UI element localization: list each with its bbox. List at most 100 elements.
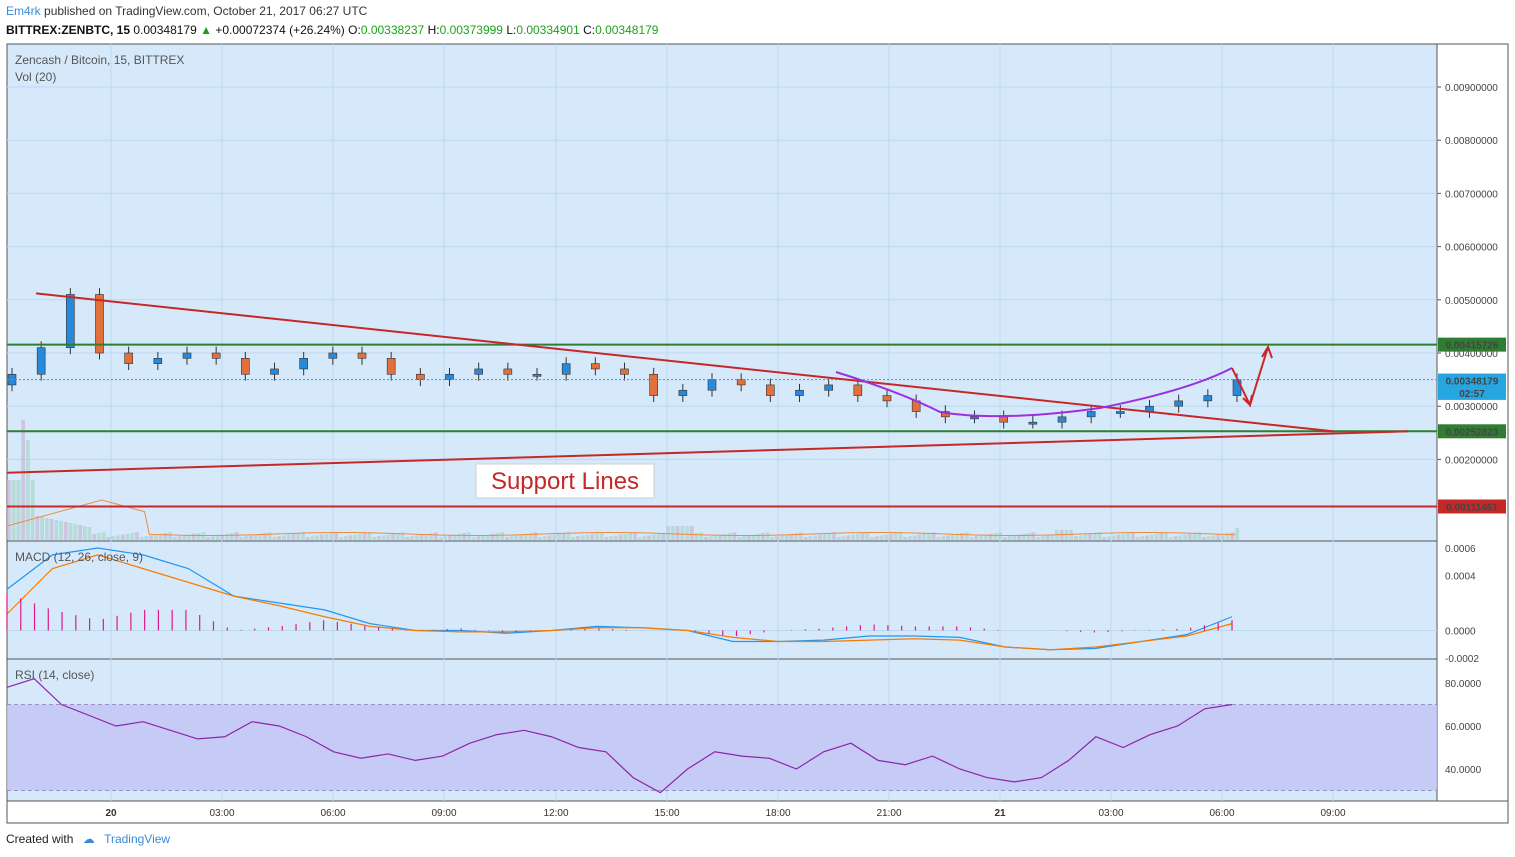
volume-bar	[471, 537, 476, 540]
author-link[interactable]: Em4rk	[6, 4, 41, 18]
high-value: 0.00373999	[439, 23, 503, 37]
time-tick-label: 21	[994, 808, 1006, 819]
volume-bar	[191, 533, 196, 540]
volume-bar	[319, 534, 324, 540]
volume-bar	[367, 532, 372, 540]
volume-bar	[429, 533, 433, 540]
volume-bar	[258, 533, 263, 540]
volume-bar	[1187, 533, 1192, 540]
volume-bar	[187, 534, 192, 540]
volume-bar	[229, 533, 234, 540]
candle-body	[736, 379, 746, 386]
close-value: 0.00348179	[595, 23, 659, 37]
candle-body	[211, 352, 221, 359]
price-tick-label: 0.00700000	[1445, 189, 1498, 200]
volume-bar	[291, 533, 296, 540]
volume-bar	[1159, 533, 1164, 540]
volume-bar	[11, 480, 16, 540]
volume-bar	[798, 532, 803, 540]
volume-bar	[343, 536, 348, 540]
volume-bar	[689, 526, 694, 540]
volume-bar	[305, 537, 310, 540]
volume-bar	[234, 532, 239, 540]
volume-bar	[609, 536, 614, 540]
volume-bar	[860, 533, 865, 540]
volume-ma-line	[6, 499, 1236, 537]
curve-projection-line	[835, 367, 1233, 418]
volume-bar	[220, 534, 225, 540]
price-label-badge	[1438, 385, 1506, 400]
rsi-title: RSI (14, close)	[15, 668, 94, 682]
volume-bar	[699, 532, 704, 540]
volume-bar	[514, 535, 519, 540]
volume-bar	[338, 537, 343, 540]
volume-bar	[225, 533, 229, 540]
volume-bar	[647, 535, 652, 540]
volume-bar	[931, 532, 936, 540]
volume-bar	[452, 534, 457, 540]
candle-body	[1116, 411, 1125, 414]
volume-bar	[253, 534, 258, 540]
candle-body	[124, 352, 133, 364]
volume-bar	[504, 537, 509, 540]
volume-bar	[210, 536, 215, 540]
volume-bar	[1116, 534, 1121, 540]
volume-bar	[590, 533, 595, 540]
candle-body	[153, 358, 163, 364]
time-axis[interactable]	[6, 800, 1509, 824]
price-tick-label: 0.00600000	[1445, 243, 1498, 254]
volume-bar	[1074, 536, 1078, 540]
tradingview-logo-icon[interactable]: ☁	[82, 832, 95, 846]
volume-bar	[1183, 534, 1187, 540]
volume-bar	[761, 533, 765, 540]
volume-bar	[49, 519, 54, 540]
volume-bar	[1168, 537, 1173, 540]
volume-bar	[154, 534, 158, 540]
volume-bar	[1197, 532, 1202, 540]
volume-bar	[656, 533, 661, 540]
volume-bar	[139, 537, 144, 540]
volume-bar	[395, 533, 400, 540]
volume-bar	[144, 536, 149, 540]
candle-body	[299, 358, 308, 370]
support-lines-annotation[interactable]: Support Lines	[475, 463, 655, 499]
volume-bar	[628, 533, 633, 540]
candle-body	[795, 389, 804, 396]
rsi-tick-label: 40.0000	[1445, 765, 1482, 776]
volume-bar	[542, 536, 547, 540]
volume-bar	[177, 536, 182, 540]
volume-bar	[1230, 532, 1235, 540]
volume-bar	[519, 534, 523, 540]
time-tick-label: 09:00	[1320, 808, 1345, 819]
candle-body	[970, 416, 979, 420]
volume-bar	[718, 534, 723, 540]
main-pane[interactable]	[6, 43, 1438, 542]
low-value: 0.00334901	[516, 23, 580, 37]
tradingview-brand[interactable]: TradingView	[104, 832, 171, 846]
created-with-label: Created with	[6, 832, 74, 846]
candle-body	[561, 363, 571, 375]
volume-bar	[201, 532, 206, 540]
volume-bar	[879, 535, 884, 540]
volume-bar	[817, 534, 822, 540]
candle-body	[357, 352, 367, 359]
time-tick-label: 06:00	[320, 808, 345, 819]
volume-bar	[438, 537, 443, 540]
low-label: L:	[506, 23, 517, 37]
volume-bar	[495, 533, 500, 540]
candle-body	[1203, 395, 1213, 402]
ascending-trendline	[6, 430, 1409, 474]
price-label-badge	[1438, 373, 1506, 388]
volume-bar	[16, 480, 21, 540]
volume-bar	[391, 533, 395, 540]
volume-bar	[889, 533, 893, 540]
volume-bar	[945, 535, 950, 540]
volume-bar	[182, 535, 187, 540]
volume-bar	[21, 420, 26, 540]
volume-bar	[604, 537, 609, 540]
candle-body	[36, 347, 46, 375]
main-pane-title: Zencash / Bitcoin, 15, BITTREX	[15, 53, 184, 67]
volume-bar	[54, 520, 59, 540]
volume-bar	[912, 535, 917, 540]
